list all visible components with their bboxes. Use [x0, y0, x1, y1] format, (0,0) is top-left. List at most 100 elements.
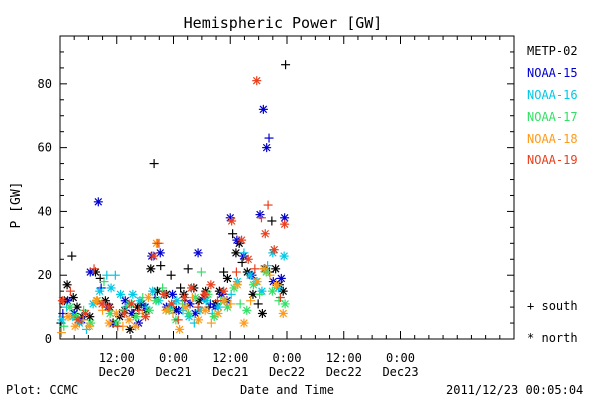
south-point-noaa-18 [226, 299, 236, 309]
x-tick-date-label: Dec21 [155, 365, 191, 379]
north-point-noaa-15 [193, 248, 203, 258]
north-point-noaa-19 [97, 299, 107, 309]
legend-north: * north [527, 331, 578, 345]
south-point-noaa-18 [246, 296, 256, 306]
north-point-noaa-18 [131, 321, 141, 331]
north-point-metp-02 [146, 264, 156, 274]
north-point-noaa-18 [104, 318, 114, 328]
x-tick-date-label: Dec20 [99, 365, 135, 379]
north-point-noaa-15 [168, 289, 178, 299]
south-point-metp-02 [67, 251, 77, 261]
north-point-noaa-15 [93, 197, 103, 207]
north-point-noaa-16 [201, 296, 211, 306]
south-point-noaa-19 [134, 305, 144, 315]
south-point-noaa-17 [196, 267, 206, 277]
north-point-noaa-16 [128, 289, 138, 299]
legend-south: + south [527, 299, 578, 313]
north-point-noaa-18 [252, 277, 262, 287]
north-point-noaa-19 [119, 308, 129, 318]
north-point-noaa-15 [258, 104, 268, 114]
north-point-noaa-16 [172, 296, 182, 306]
north-point-metp-02 [222, 273, 232, 283]
north-point-noaa-15 [155, 248, 165, 258]
legend-item-metp-02: METP-02 [527, 44, 578, 58]
south-point-noaa-19 [193, 302, 203, 312]
x-tick-date-label: Dec23 [382, 365, 418, 379]
north-point-noaa-18 [63, 312, 73, 322]
north-point-noaa-16 [148, 286, 158, 296]
north-point-noaa-17 [267, 286, 277, 296]
south-point-noaa-15 [58, 308, 68, 318]
north-point-noaa-19 [237, 235, 247, 245]
north-point-noaa-19 [186, 283, 196, 293]
y-tick-label: 60 [38, 141, 52, 155]
data-points [56, 60, 291, 338]
north-point-metp-02 [231, 248, 241, 258]
north-point-noaa-19 [159, 289, 169, 299]
north-point-noaa-16 [245, 270, 255, 280]
north-point-noaa-17 [112, 318, 122, 328]
south-point-noaa-19 [231, 267, 241, 277]
north-point-noaa-15 [262, 143, 272, 153]
south-point-noaa-19 [89, 264, 99, 274]
north-point-noaa-17 [242, 305, 252, 315]
x-tick-time-label: 12:00 [326, 351, 362, 365]
legend-item-noaa-16: NOAA-16 [527, 88, 578, 102]
south-point-metp-02 [156, 261, 166, 271]
x-tick-time-label: 12:00 [99, 351, 135, 365]
south-point-noaa-16 [102, 270, 112, 280]
south-point-noaa-19 [256, 213, 266, 223]
footer-plot-credit: Plot: CCMC [6, 383, 79, 397]
x-tick-date-label: Dec22 [269, 365, 305, 379]
south-point-noaa-17 [59, 321, 69, 331]
north-symbol: * [527, 331, 535, 345]
north-point-noaa-17 [151, 296, 161, 306]
north-point-noaa-15 [280, 213, 290, 223]
north-point-noaa-19 [149, 251, 159, 261]
north-point-noaa-17 [65, 302, 75, 312]
south-point-noaa-16 [110, 270, 120, 280]
x-tick-time-label: 0:00 [386, 351, 415, 365]
south-point-noaa-18 [168, 308, 178, 318]
x-tick-date-label: Dec22 [326, 365, 362, 379]
north-point-noaa-19 [73, 315, 83, 325]
south-point-noaa-19 [263, 200, 273, 210]
south-point-noaa-16 [239, 248, 249, 258]
north-point-noaa-19 [219, 286, 229, 296]
north-point-noaa-19 [81, 308, 91, 318]
south-point-noaa-18 [265, 270, 275, 280]
north-point-noaa-18 [124, 315, 134, 325]
north-point-noaa-18 [259, 264, 269, 274]
north-point-noaa-19 [57, 296, 67, 306]
south-point-noaa-19 [173, 315, 183, 325]
south-point-noaa-18 [206, 318, 216, 328]
south-point-metp-02 [228, 229, 238, 239]
south-point-noaa-19 [113, 321, 123, 331]
south-point-metp-02 [281, 60, 291, 70]
north-point-noaa-18 [239, 318, 249, 328]
north-point-metp-02 [62, 280, 72, 290]
south-point-metp-02 [149, 159, 159, 169]
north-point-noaa-18 [213, 308, 223, 318]
south-label: south [541, 299, 578, 313]
y-tick-label: 20 [38, 268, 52, 282]
north-point-metp-02 [271, 264, 281, 274]
north-point-noaa-18 [84, 321, 94, 331]
y-axis-label: P [GW] [9, 182, 24, 229]
south-point-noaa-17 [158, 283, 168, 293]
north-label: north [541, 331, 578, 345]
x-tick-time-label: 0:00 [273, 351, 302, 365]
north-point-noaa-19 [179, 293, 189, 303]
north-point-noaa-18 [272, 280, 282, 290]
south-point-noaa-17 [99, 277, 109, 287]
north-point-noaa-19 [243, 254, 253, 264]
south-point-noaa-19 [153, 238, 163, 248]
north-point-noaa-19 [104, 302, 114, 312]
north-point-noaa-19 [227, 216, 237, 226]
north-point-noaa-16 [116, 289, 126, 299]
south-point-noaa-15 [264, 133, 274, 143]
x-tick-date-label: Dec21 [212, 365, 248, 379]
north-point-noaa-19 [141, 312, 151, 322]
x-tick-time-label: 0:00 [159, 351, 188, 365]
